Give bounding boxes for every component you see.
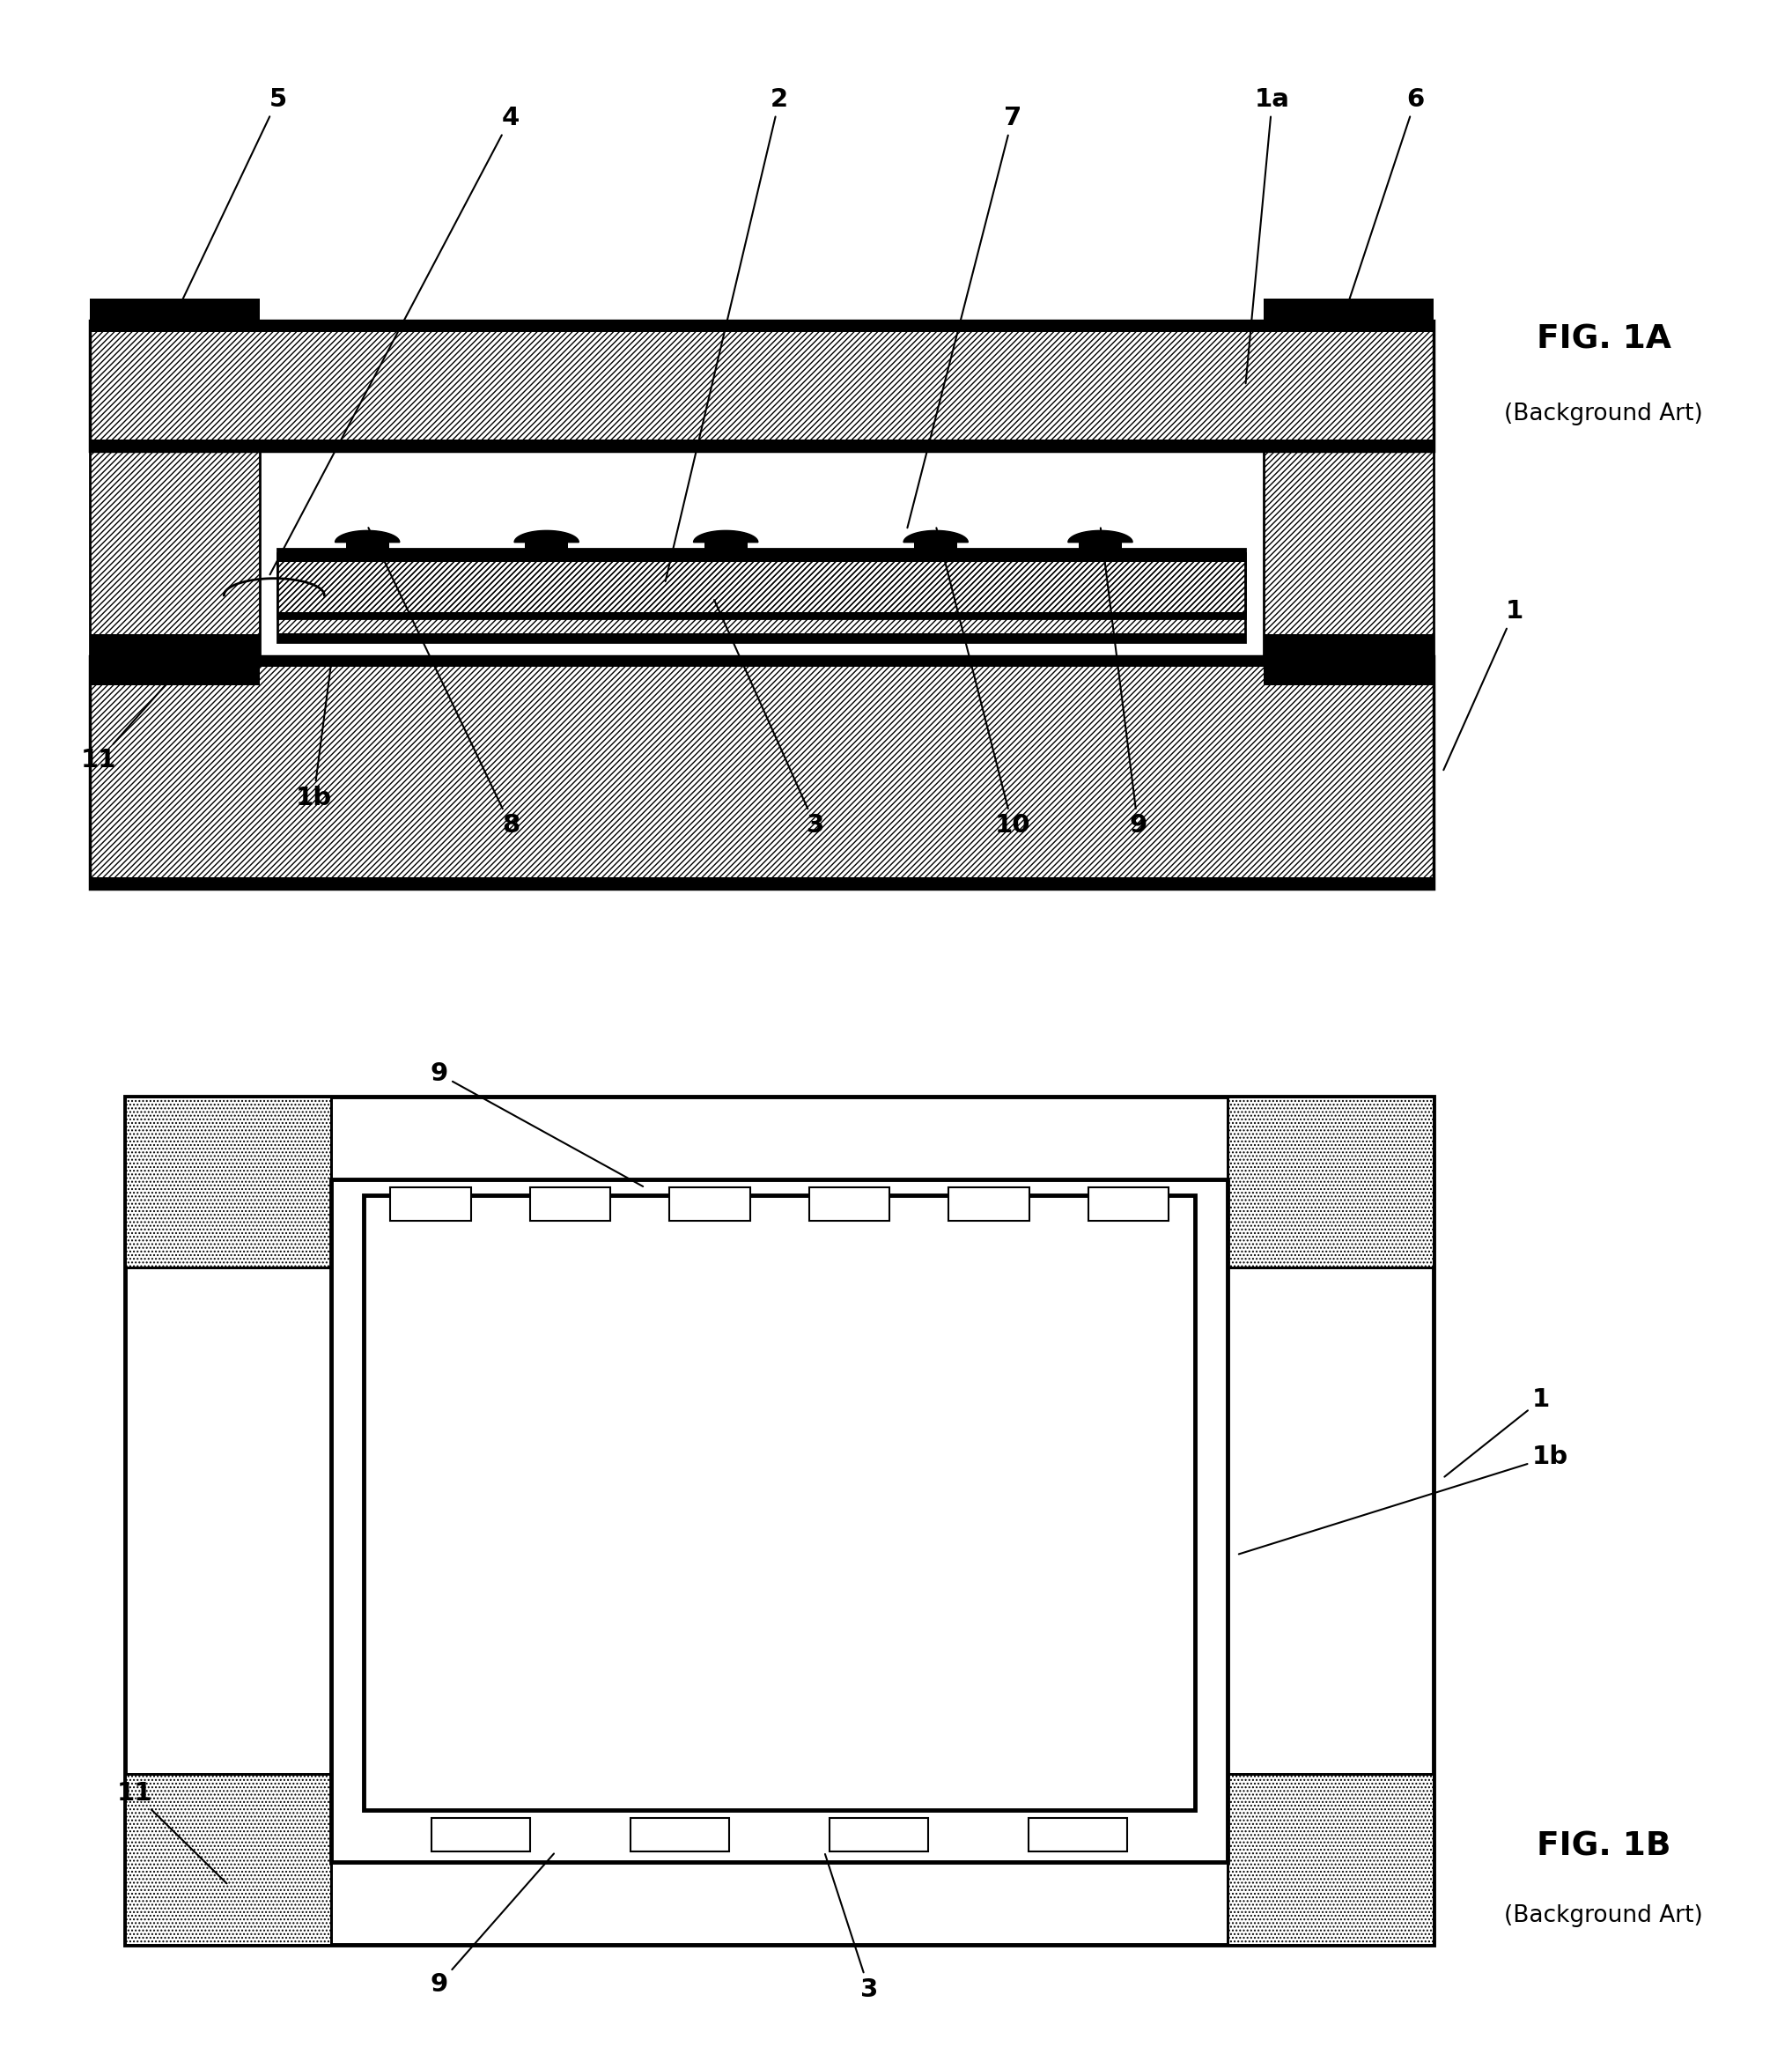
Bar [391, 1188, 471, 1221]
Bar [90, 451, 260, 656]
Polygon shape [514, 530, 579, 542]
Bar [332, 1179, 1228, 1862]
Bar [278, 548, 1245, 619]
Text: 9: 9 [430, 1854, 554, 1997]
Bar [90, 656, 1434, 890]
Polygon shape [335, 530, 400, 542]
Bar [670, 1188, 751, 1221]
Bar [125, 1097, 332, 1266]
Text: 9: 9 [430, 1061, 643, 1186]
Bar [914, 542, 957, 561]
Text: 9: 9 [1100, 528, 1147, 838]
Bar [90, 298, 260, 321]
Bar [346, 542, 389, 561]
Bar [1263, 451, 1434, 656]
Bar [525, 542, 568, 561]
Bar [90, 656, 1434, 666]
Bar [364, 1196, 1195, 1810]
Bar [90, 635, 260, 658]
Text: FIG. 1B: FIG. 1B [1538, 1831, 1670, 1862]
Bar [631, 1817, 729, 1852]
Bar [948, 1188, 1029, 1221]
Bar [125, 1775, 332, 1945]
Bar [125, 1775, 332, 1945]
Text: FIG. 1A: FIG. 1A [1536, 323, 1672, 356]
Bar [530, 1188, 611, 1221]
Text: 1: 1 [1444, 1388, 1550, 1477]
Bar [1079, 542, 1122, 561]
Bar [90, 321, 1434, 451]
Text: 6: 6 [1349, 87, 1425, 300]
Bar [278, 554, 1245, 641]
Bar [278, 633, 1245, 641]
Bar [125, 1097, 332, 1266]
Text: 1b: 1b [1238, 1444, 1568, 1554]
Bar [278, 548, 1245, 619]
Text: 2: 2 [665, 87, 788, 581]
Bar [432, 1817, 530, 1852]
Bar [278, 554, 1245, 563]
Text: 10: 10 [937, 528, 1030, 838]
Bar [1263, 658, 1434, 685]
Bar [90, 656, 1434, 890]
Bar [90, 321, 1434, 451]
Text: 7: 7 [907, 106, 1021, 528]
Bar [1228, 1775, 1434, 1945]
Bar [1263, 451, 1434, 656]
Text: 11: 11 [116, 1781, 228, 1883]
Text: 3: 3 [824, 1854, 878, 2003]
Text: (Background Art): (Background Art) [1505, 1903, 1702, 1928]
Polygon shape [903, 530, 968, 542]
Bar [90, 658, 260, 685]
Bar [1263, 298, 1434, 321]
Bar [1228, 1097, 1434, 1266]
Bar [278, 612, 1245, 619]
Bar [704, 542, 747, 561]
Polygon shape [694, 530, 758, 542]
Bar [1228, 1097, 1434, 1266]
Bar [1228, 1775, 1434, 1945]
Bar [90, 441, 1434, 451]
Bar [90, 877, 1434, 890]
Bar [1029, 1817, 1127, 1852]
Text: 1: 1 [1444, 600, 1523, 770]
Bar [1263, 635, 1434, 658]
Text: 8: 8 [369, 528, 520, 838]
Text: 5: 5 [176, 87, 287, 314]
Bar [278, 548, 1245, 554]
Bar [90, 451, 260, 656]
Bar [125, 1097, 1434, 1945]
Text: 1b: 1b [296, 662, 332, 811]
Text: 1a: 1a [1245, 87, 1290, 383]
Text: 3: 3 [715, 600, 824, 838]
Bar [90, 321, 1434, 331]
Text: 11: 11 [81, 677, 174, 774]
Bar [830, 1817, 928, 1852]
Bar [278, 554, 1245, 641]
Bar [1088, 1188, 1168, 1221]
Bar [808, 1188, 889, 1221]
Text: 4: 4 [271, 106, 520, 575]
Text: (Background Art): (Background Art) [1505, 401, 1702, 426]
Polygon shape [1068, 530, 1133, 542]
